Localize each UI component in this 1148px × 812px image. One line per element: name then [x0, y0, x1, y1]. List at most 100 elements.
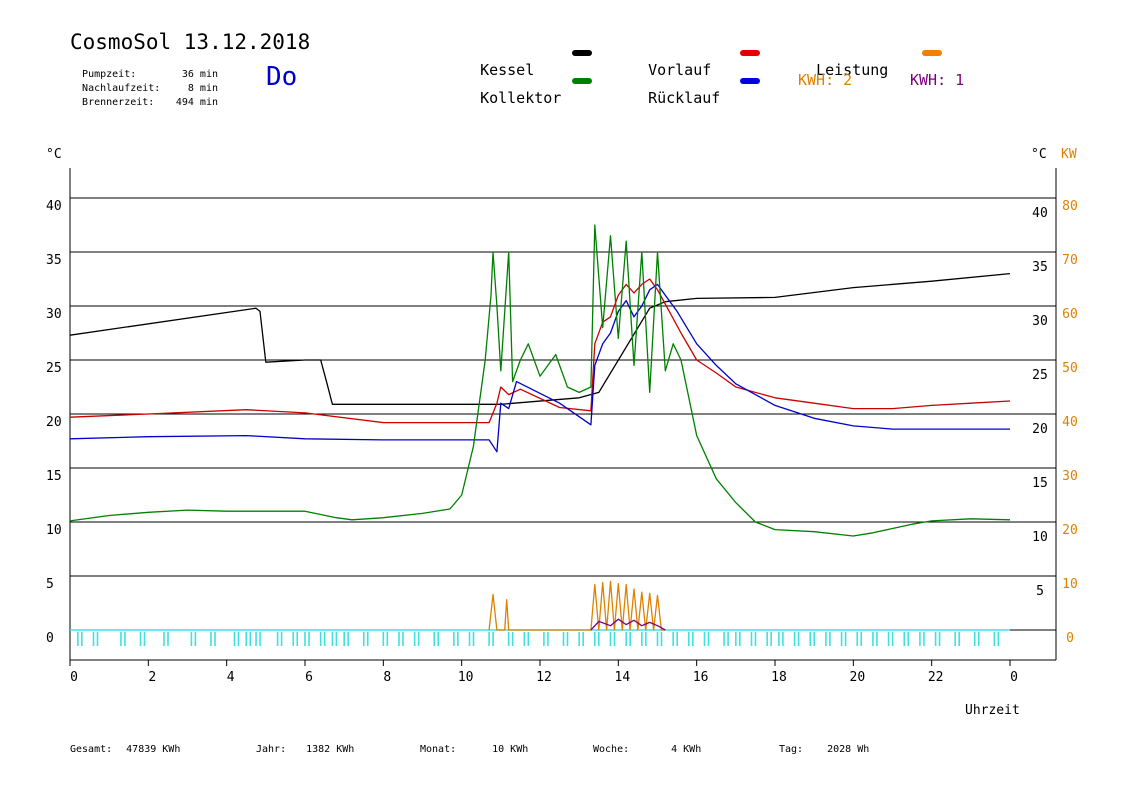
stat-pumpzeit: Pumpzeit: 36 min — [70, 58, 218, 80]
stat-label: Pumpzeit: — [82, 69, 137, 80]
x-tick-label: 20 — [850, 670, 866, 685]
pump-pulse — [190, 632, 197, 646]
legend-leistung: Leistung — [798, 43, 888, 79]
pump-pulse — [750, 632, 757, 646]
pump-pulse — [92, 632, 99, 646]
stat-label: Brennerzeit: — [82, 97, 155, 108]
y-tick-label-kw: 40 — [1062, 415, 1078, 430]
legend-vorlauf: Vorlauf — [630, 43, 711, 79]
legend-kwh1: KWH: 1 — [910, 71, 965, 89]
pump-pulse — [903, 632, 910, 646]
footer-value: 10 KWh — [492, 744, 529, 755]
y-tick-label-left: 40 — [46, 199, 62, 214]
y-tick-label-left: 20 — [46, 415, 62, 430]
y-tick-label-kw: 10 — [1062, 577, 1078, 592]
pump-pulse — [672, 632, 678, 646]
pump-pulse — [809, 632, 816, 646]
footer-tag: Tag: 2028 Wh — [779, 744, 869, 755]
pump-pulse — [488, 632, 494, 646]
legend-label: Kessel — [480, 61, 535, 79]
y-axis-unit-kw: KW — [1061, 147, 1077, 162]
stat-value: 36 min — [181, 69, 218, 80]
y-tick-label-kw: 20 — [1062, 523, 1078, 538]
legend-ruecklauf: Rücklauf — [630, 71, 720, 107]
footer-label: Jahr: — [256, 744, 287, 755]
footer-value: 2028 Wh — [827, 744, 870, 755]
legend-label: Kollektor — [480, 89, 562, 107]
y-tick-label-kw: 60 — [1062, 307, 1078, 322]
footer-value: 1382 KWh — [306, 744, 355, 755]
legend-swatch-ruecklauf — [740, 78, 760, 84]
footer-jahr: Jahr: 1382 KWh — [256, 744, 354, 755]
pump-pulse — [609, 632, 616, 646]
pump-pulse — [233, 632, 240, 646]
series-line-vorlauf — [69, 278, 1011, 424]
pump-pulse — [523, 632, 530, 646]
legend-swatch-vorlauf — [740, 50, 760, 56]
legend-swatch-kollektor — [572, 78, 592, 84]
pump-pulse — [120, 632, 126, 646]
y-tick-label-left: 35 — [46, 253, 62, 268]
legend-kollektor: Kollektor — [462, 71, 561, 107]
stat-label: Nachlaufzeit: — [82, 83, 161, 94]
y-tick-label-left: 10 — [46, 523, 62, 538]
pump-pulse — [993, 632, 1000, 646]
y-tick-label-right: 35 — [1032, 260, 1048, 275]
pump-pulse — [954, 632, 960, 646]
pump-pulse — [433, 632, 440, 646]
pump-pulse — [723, 632, 729, 646]
legend-swatch-kessel — [572, 50, 592, 56]
pump-pulse — [163, 632, 169, 646]
pump-pulse — [453, 632, 459, 646]
pump-pulse — [210, 632, 216, 646]
footer-label: Monat: — [420, 744, 457, 755]
pump-pulse — [562, 632, 569, 646]
footer-label: Tag: — [779, 744, 804, 755]
y-tick-label-left: 25 — [46, 361, 62, 376]
legend-label: Rücklauf — [648, 89, 721, 107]
x-tick-label: 16 — [693, 670, 709, 685]
stat-value: 494 min — [175, 97, 218, 108]
pump-pulse — [778, 632, 784, 646]
pump-pulse — [735, 632, 741, 646]
x-tick-label: 0 — [1010, 670, 1018, 685]
x-tick-label: 8 — [383, 670, 391, 685]
y-tick-label-right: 20 — [1032, 422, 1048, 437]
x-tick-label: 12 — [536, 670, 552, 685]
y-tick-label-left: 5 — [46, 577, 54, 592]
y-tick-label-left: 30 — [46, 307, 62, 322]
footer-gesamt: Gesamt: 47839 KWh — [70, 744, 180, 755]
pump-pulse — [887, 632, 894, 646]
x-tick-label: 22 — [928, 670, 944, 685]
stat-nachlaufzeit: Nachlaufzeit: 8 min — [70, 72, 218, 94]
y-tick-label-right: 5 — [1036, 584, 1044, 599]
pump-pulse — [398, 632, 404, 646]
y-axis-unit-right: °C — [1031, 147, 1047, 162]
legend-kessel: Kessel — [462, 43, 534, 79]
footer-label: Woche: — [593, 744, 630, 755]
stat-brennerzeit: Brennerzeit: 494 min — [70, 86, 218, 108]
series-line-kessel — [69, 272, 1011, 405]
pump-pulse — [641, 632, 647, 646]
legend-label: Vorlauf — [648, 61, 712, 79]
footer-label: Gesamt: — [70, 744, 113, 755]
pump-pulse — [934, 632, 941, 646]
pump-pulse — [343, 632, 349, 646]
pump-pulse — [793, 632, 800, 646]
pump-pulse — [468, 632, 475, 646]
chart-title: CosmoSol 13.12.2018 — [70, 30, 311, 54]
y-tick-label-kw: 30 — [1062, 469, 1078, 484]
series-line-kollektor — [69, 224, 1011, 537]
pump-pulse — [276, 632, 283, 646]
x-tick-label: 18 — [771, 670, 787, 685]
x-axis-label: Uhrzeit — [965, 703, 1020, 718]
y-tick-label-right: 30 — [1032, 314, 1048, 329]
pump-pulse — [919, 632, 925, 646]
pump-pulse — [507, 632, 514, 646]
x-tick-label: 0 — [70, 670, 78, 685]
pump-pulse — [292, 632, 299, 646]
y-tick-label-right: 10 — [1032, 530, 1048, 545]
pump-pulse — [872, 632, 878, 646]
legend-swatch-leistung — [922, 50, 942, 56]
